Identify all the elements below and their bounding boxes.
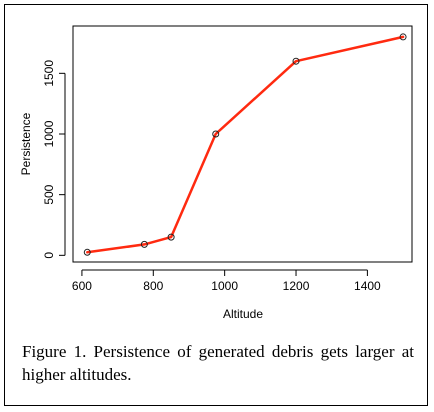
x-tick-label: 1400 — [354, 279, 381, 293]
figure-frame — [4, 4, 428, 406]
series-line — [86, 35, 405, 254]
x-tick-label: 600 — [72, 279, 92, 293]
x-tick-label: 1000 — [211, 279, 238, 293]
data-points — [83, 33, 407, 256]
data-point — [140, 240, 148, 248]
y-tick-label: 500 — [42, 184, 56, 204]
x-tick-label: 800 — [143, 279, 163, 293]
line-chart: 600 800 1000 1200 1400 0 500 1000 1500 Altitude… — [19, 25, 413, 321]
x-axis: 600 800 1000 1200 1400 — [72, 269, 381, 293]
data-point — [83, 248, 91, 256]
figure-caption: Figure 1. Persistence of generated debri… — [22, 342, 414, 384]
data-point — [167, 233, 175, 241]
y-axis: 0 500 1000 1500 — [42, 60, 66, 259]
y-tick-label: 1000 — [42, 120, 56, 147]
x-axis-label: Altitude — [223, 307, 263, 321]
y-tick-label: 1500 — [42, 60, 56, 87]
plot-area — [72, 25, 413, 263]
data-point — [212, 130, 220, 138]
y-axis-label: Persistence — [19, 112, 33, 175]
y-tick-label: 0 — [42, 252, 56, 259]
data-point — [399, 33, 407, 41]
x-tick-label: 1200 — [283, 279, 310, 293]
data-point — [292, 57, 300, 65]
